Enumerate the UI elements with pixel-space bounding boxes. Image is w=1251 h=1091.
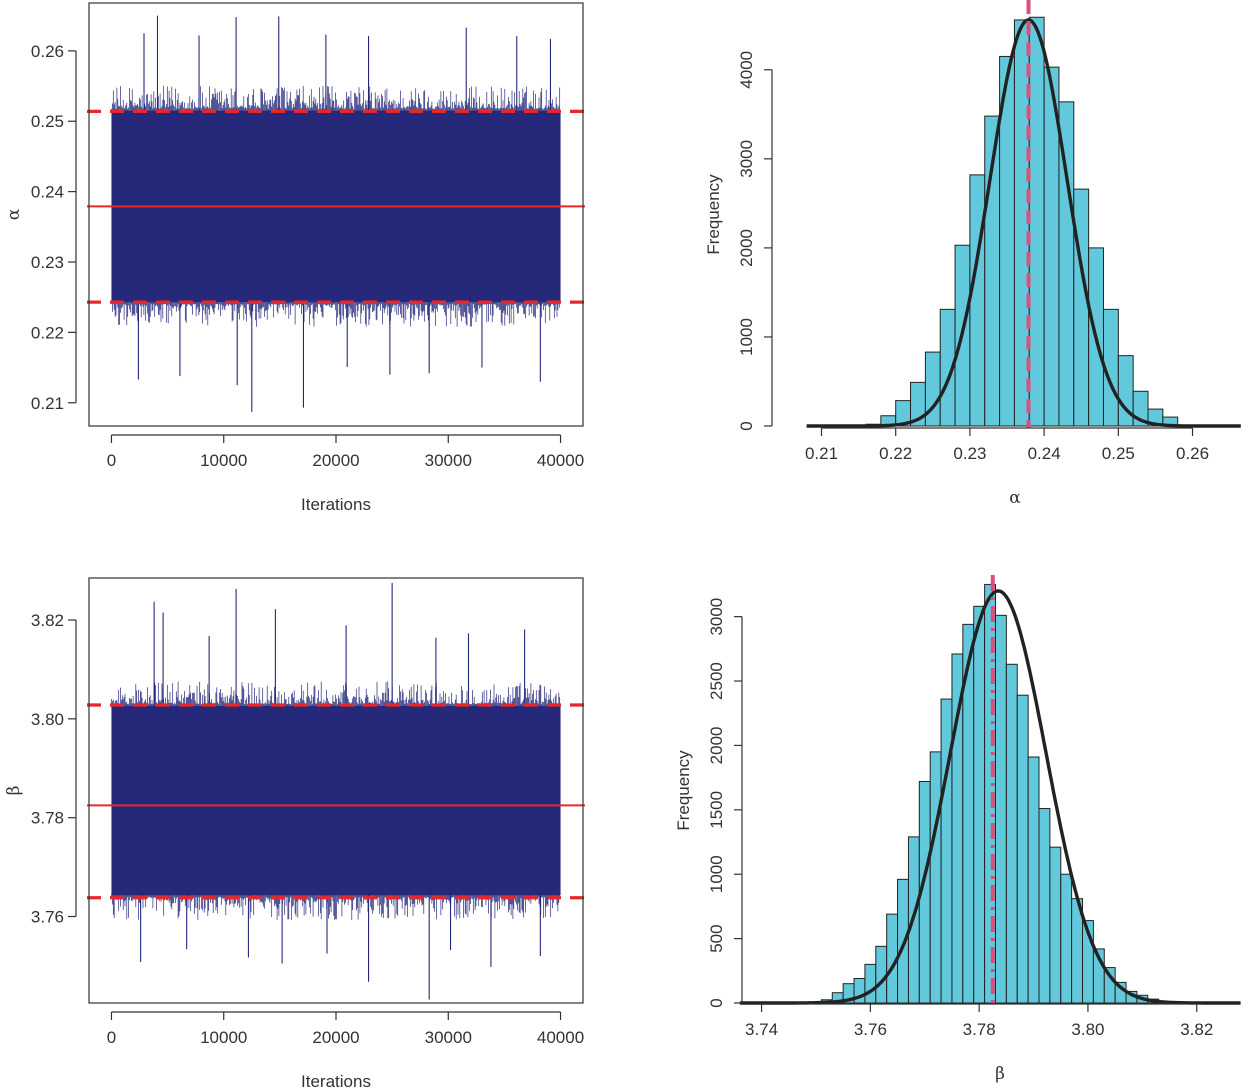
y-tick-label: 3000 — [707, 598, 726, 636]
hist-alpha-panel: 0.21 0.22 0.23 0.24 0.25 0.26 0 1000 2000 3000 400… — [704, 0, 1241, 508]
histogram-bar — [1027, 756, 1040, 1004]
y-axis-title: Frequency — [674, 750, 693, 831]
y-tick-label: 2000 — [707, 727, 726, 765]
x-tick-label: 20000 — [312, 451, 359, 470]
x-axis-title: Iterations — [301, 1072, 371, 1091]
trace-beta-panel: 0 10000 20000 30000 40000 3.76 3.78 3.80 3.82 Ite… — [4, 577, 585, 1091]
x-tick-label: 0.23 — [953, 444, 986, 463]
y-tick-label: 3.82 — [31, 611, 64, 630]
x-tick-label: 30000 — [425, 451, 472, 470]
x-axis-title: β — [995, 1064, 1005, 1084]
x-tick-label: 10000 — [200, 451, 247, 470]
x-tick-label: 3.82 — [1180, 1020, 1213, 1039]
histogram-bar — [973, 605, 986, 1004]
histogram-bar — [1073, 188, 1090, 427]
y-tick-label: 500 — [707, 924, 726, 952]
x-axis-title: Iterations — [301, 495, 371, 514]
histogram-bar — [994, 614, 1007, 1004]
histogram-bar — [1060, 873, 1073, 1004]
x-tick-label: 3.76 — [854, 1020, 887, 1039]
y-tick-label: 4000 — [737, 51, 756, 89]
histogram-bar — [1016, 694, 1029, 1004]
trace-alpha-panel: 0 10000 20000 30000 40000 0.21 0.22 0.23 0.24 0.2… — [4, 2, 585, 514]
x-tick-label: 40000 — [537, 1028, 584, 1047]
x-tick-label: 3.78 — [963, 1020, 996, 1039]
histogram-bar — [969, 174, 986, 427]
histogram-bar — [864, 963, 877, 1004]
y-tick-label: 0.26 — [31, 42, 64, 61]
x-tick-label: 3.80 — [1071, 1020, 1104, 1039]
y-tick-label: 1000 — [707, 855, 726, 893]
y-axis-title: Frequency — [704, 174, 723, 255]
histogram-bar — [929, 751, 942, 1004]
y-tick-label: 2500 — [707, 662, 726, 700]
trace-band — [111, 705, 561, 896]
y-tick-label: 3.76 — [31, 908, 64, 927]
density-curve — [806, 18, 1241, 428]
x-tick-label: 0.25 — [1102, 444, 1135, 463]
y-tick-label: 0.22 — [31, 323, 64, 342]
y-axis-title: β — [4, 786, 24, 796]
plot-frame — [88, 577, 584, 1004]
y-tick-label: 0.24 — [31, 183, 64, 202]
histogram-bar — [1028, 16, 1045, 427]
histogram-bar — [875, 945, 888, 1004]
y-tick-label: 0.21 — [31, 394, 64, 413]
y-tick-label: 3.78 — [31, 809, 64, 828]
y-tick-label: 0.25 — [31, 112, 64, 131]
x-tick-label: 0.22 — [879, 444, 912, 463]
histogram-bar — [951, 653, 964, 1004]
histogram-bar — [1005, 663, 1018, 1004]
x-axis-title: α — [1009, 488, 1021, 508]
x-tick-label: 0.26 — [1176, 444, 1209, 463]
y-tick-label: 0 — [707, 998, 726, 1007]
x-tick-label: 10000 — [200, 1028, 247, 1047]
plot-frame — [88, 2, 584, 427]
y-tick-label: 3000 — [737, 140, 756, 178]
histogram-bar — [1049, 846, 1062, 1004]
x-tick-label: 30000 — [425, 1028, 472, 1047]
x-tick-label: 3.74 — [745, 1020, 778, 1039]
x-tick-label: 0.21 — [805, 444, 838, 463]
x-tick-label: 0 — [107, 1028, 116, 1047]
x-tick-label: 0.24 — [1028, 444, 1061, 463]
histogram-bar — [1038, 808, 1051, 1004]
y-tick-label: 2000 — [737, 229, 756, 267]
hist-beta-panel: 3.74 3.76 3.78 3.80 3.82 0 500 1000 1500 2000 2500… — [674, 575, 1241, 1084]
x-tick-label: 0 — [107, 451, 116, 470]
y-tick-label: 1500 — [707, 791, 726, 829]
x-tick-label: 20000 — [312, 1028, 359, 1047]
density-curve — [739, 589, 1241, 1005]
y-tick-label: 3.80 — [31, 710, 64, 729]
y-axis-title: α — [4, 208, 24, 220]
y-tick-label: 0.23 — [31, 253, 64, 272]
x-tick-label: 40000 — [537, 451, 584, 470]
y-tick-label: 1000 — [737, 318, 756, 356]
y-tick-label: 0 — [737, 421, 756, 430]
